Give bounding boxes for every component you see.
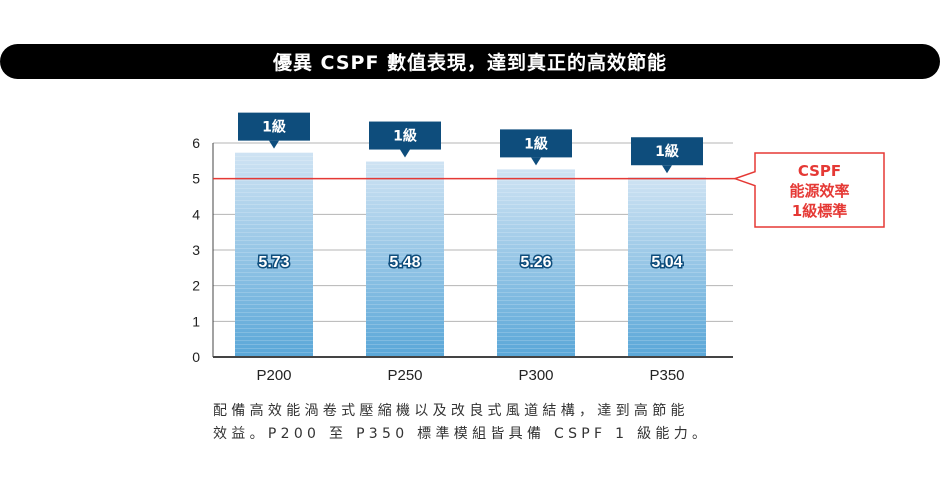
x-tick-label: P200 xyxy=(256,367,291,384)
grade-badge-label: 1級 xyxy=(655,143,679,160)
y-tick-label: 4 xyxy=(192,206,200,222)
y-tick-label: 2 xyxy=(192,278,200,294)
caption-line-2: 效益。P200 至 P350 標準模組皆具備 CSPF 1 級能力。 xyxy=(213,426,711,442)
grade-badge xyxy=(238,112,310,141)
grade-badge xyxy=(631,137,703,166)
bars xyxy=(235,152,706,357)
y-tick-label: 3 xyxy=(192,242,200,258)
caption-line-1: 配備高效能渦卷式壓縮機以及改良式風道結構，達到高節能 xyxy=(213,403,689,419)
badge-pointer xyxy=(662,165,672,174)
y-tick-label: 0 xyxy=(192,349,200,365)
title-banner: 優異 CSPF 數值表現，達到真正的高效節能 xyxy=(0,44,940,79)
callout-text: CSPF xyxy=(798,162,841,180)
callout-text: 能源效率 xyxy=(789,182,849,200)
bar-texture xyxy=(628,177,706,357)
grade-badges: 1級 1級 1級 1級 xyxy=(238,112,703,174)
y-tick-label: 1 xyxy=(192,313,200,329)
badge-pointer xyxy=(269,140,279,149)
page-title: 優異 CSPF 數值表現，達到真正的高效節能 xyxy=(272,52,668,74)
bar-texture xyxy=(497,169,575,357)
value-label: 5.73 xyxy=(258,254,289,271)
callout-box xyxy=(732,152,885,228)
bar-texture xyxy=(235,152,313,357)
x-tick-label: P350 xyxy=(649,367,684,384)
badge-pointer xyxy=(531,157,541,166)
value-label: 5.48 xyxy=(389,254,420,271)
value-label: 5.04 xyxy=(651,254,682,271)
grade-badge xyxy=(500,129,572,158)
grade-badge-label: 1級 xyxy=(524,135,548,152)
y-axis-ticks: 0 1 2 3 4 5 6 xyxy=(192,135,200,365)
x-tick-label: P300 xyxy=(518,367,553,384)
grade-badge-label: 1級 xyxy=(262,119,286,136)
reference-callout: CSPF 能源效率 1級標準 xyxy=(732,152,885,228)
value-label: 5.26 xyxy=(520,254,551,271)
caption: 配備高效能渦卷式壓縮機以及改良式風道結構，達到高節能 效益。P200 至 P35… xyxy=(213,400,733,446)
callout-text: 1級標準 xyxy=(792,202,847,220)
y-tick-label: 6 xyxy=(192,135,200,151)
badge-pointer xyxy=(400,149,410,158)
value-labels: 5.73 5.48 5.26 5.04 xyxy=(257,253,684,273)
grade-badge xyxy=(369,121,441,150)
x-tick-label: P250 xyxy=(387,367,422,384)
y-tick-label: 5 xyxy=(192,171,200,187)
bar-texture xyxy=(366,161,444,357)
x-axis-ticks: P200 P250 P300 P350 xyxy=(256,367,684,384)
grade-badge-label: 1級 xyxy=(393,128,417,145)
